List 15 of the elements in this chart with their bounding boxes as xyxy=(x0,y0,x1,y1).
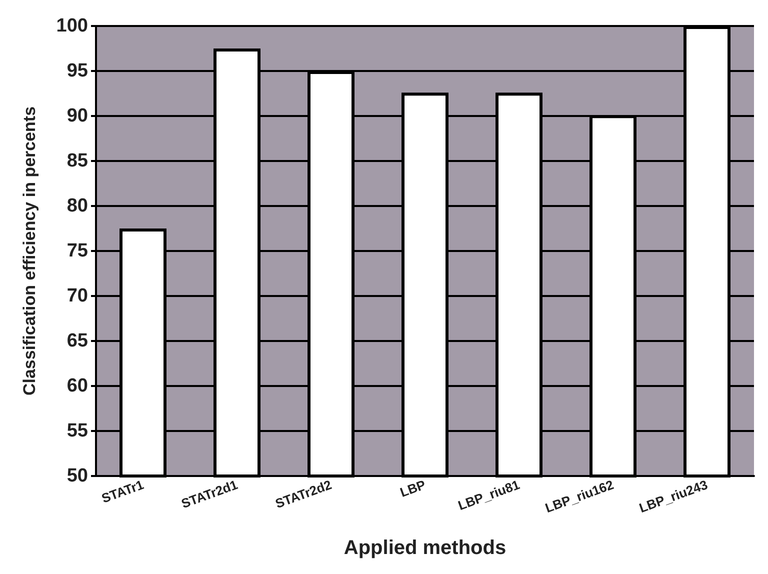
y-tick-label: 90 xyxy=(66,106,88,126)
y-tick-label: 60 xyxy=(66,376,88,396)
y-tick-label: 80 xyxy=(66,196,88,216)
y-tick-label: 75 xyxy=(66,240,88,262)
y-tick-label: 85 xyxy=(66,150,88,172)
y-tick-label: 95 xyxy=(66,60,88,82)
y-tick-label: 55 xyxy=(66,420,88,442)
x-tick-label: STATr1 xyxy=(99,476,146,506)
x-axis-title: Applied methods xyxy=(344,537,506,559)
x-tick-label: LBP xyxy=(398,476,428,500)
y-tick-label: 70 xyxy=(66,286,88,306)
y-tick-label: 50 xyxy=(66,466,88,486)
y-tick-label: 65 xyxy=(66,330,88,352)
y-axis-title: Classification efficiency in percents xyxy=(20,106,39,396)
y-tick-label: 100 xyxy=(56,16,88,36)
